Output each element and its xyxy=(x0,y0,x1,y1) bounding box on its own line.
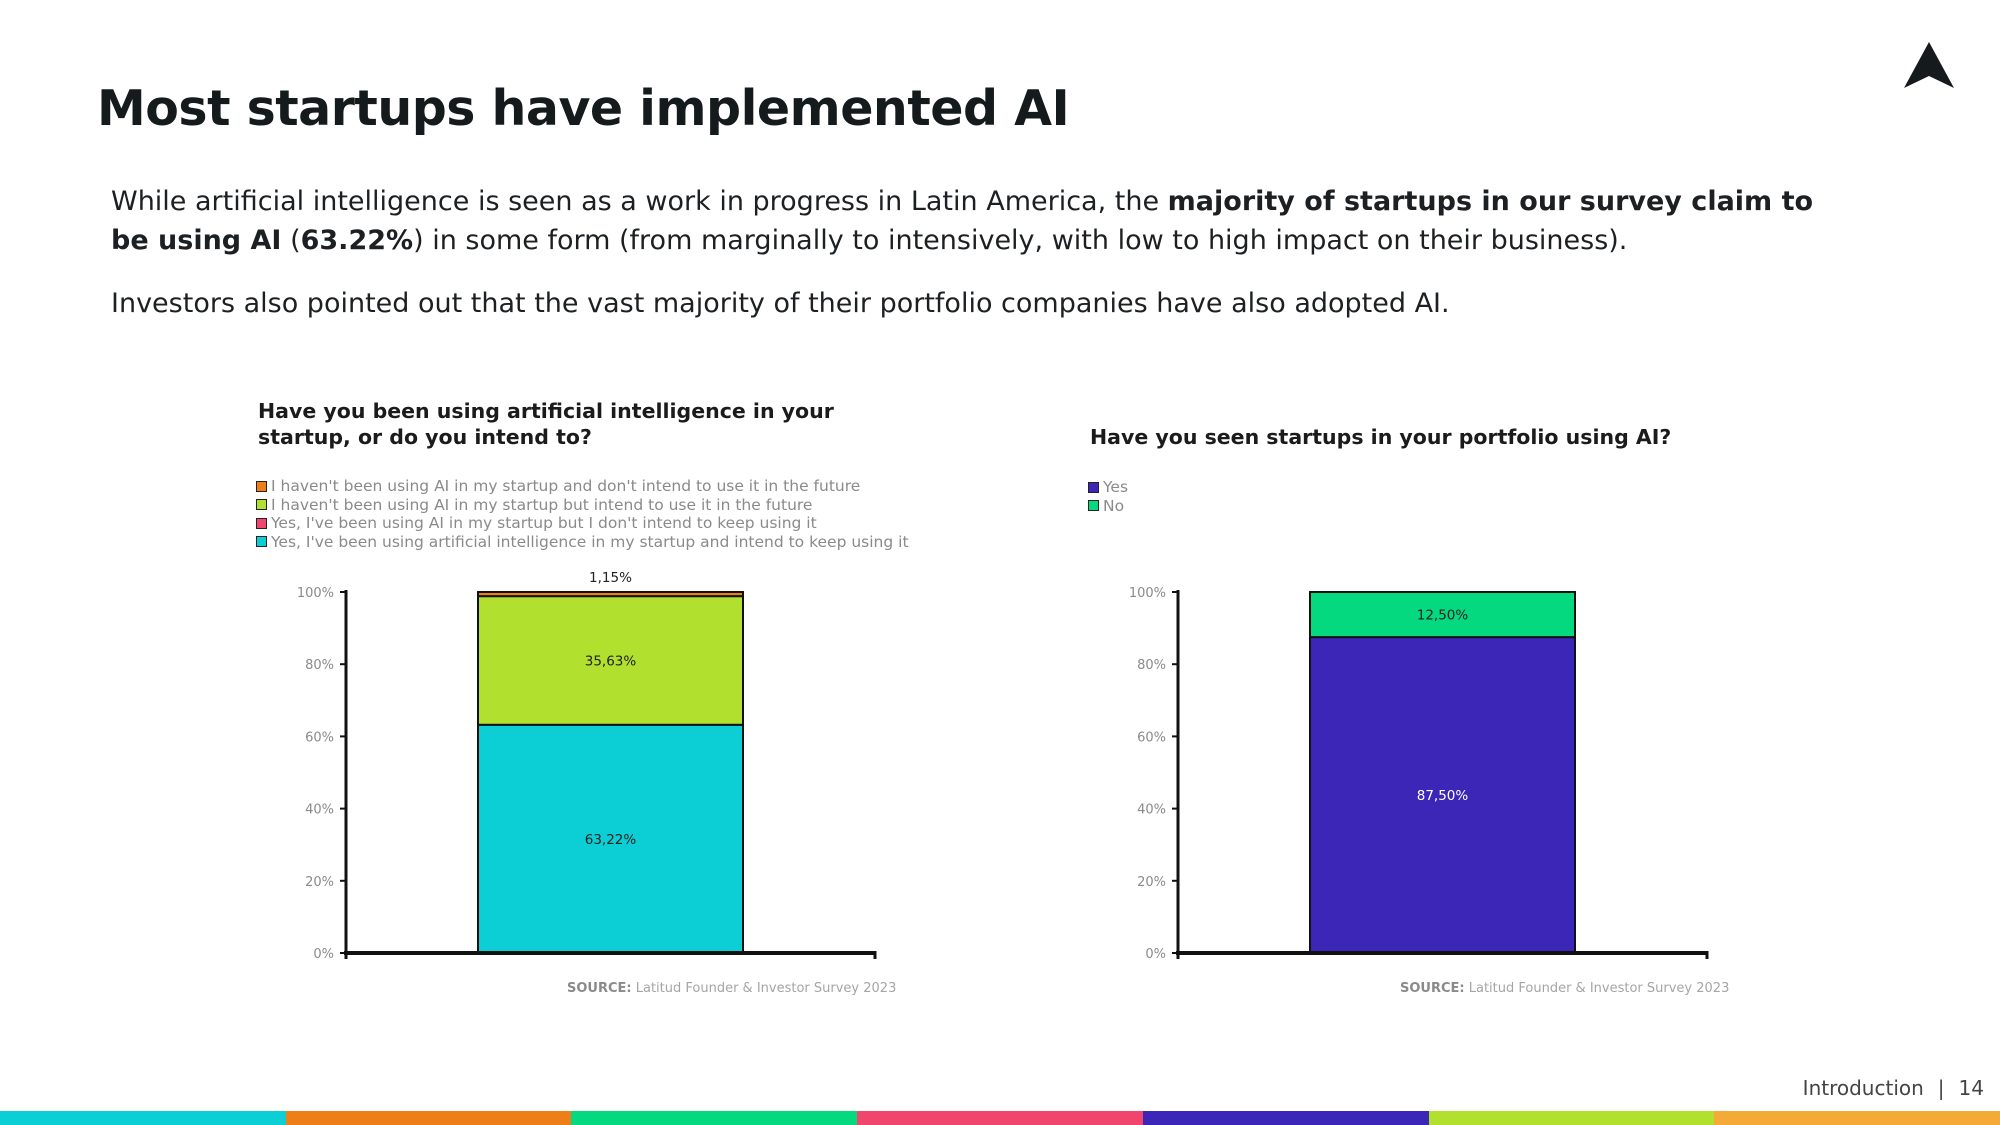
chart2-source-text: Latitud Founder & Investor Survey 2023 xyxy=(1468,981,1730,996)
legend-item: Yes xyxy=(1088,478,1128,497)
chart2-source-label: SOURCE: xyxy=(1400,981,1465,996)
legend-label: Yes, I've been using artificial intellig… xyxy=(271,532,909,551)
y-tick-label: 0% xyxy=(1145,947,1166,962)
y-tick-label: 100% xyxy=(1129,586,1166,601)
y-tick-label: 20% xyxy=(305,875,334,890)
bar-segment xyxy=(1309,636,1576,954)
y-tick-label: 20% xyxy=(1137,875,1166,890)
intro-paragraph: While artificial intelligence is seen as… xyxy=(111,182,1851,260)
bar-segment xyxy=(1309,591,1576,639)
y-tick-label: 40% xyxy=(1137,803,1166,818)
legend-label: Yes, I've been using AI in my startup bu… xyxy=(271,514,817,532)
y-tick-label: 0% xyxy=(313,947,334,962)
legend-label: No xyxy=(1103,496,1125,515)
data-label: 87,50% xyxy=(1417,788,1469,804)
intro-text-1: While artificial intelligence is seen as… xyxy=(111,186,1168,217)
y-tick-label: 80% xyxy=(305,658,334,673)
y-tick-label: 80% xyxy=(1137,658,1166,673)
stripe-segment xyxy=(1142,1111,1429,1125)
chart2-title: Have you seen startups in your portfolio… xyxy=(1090,425,1672,449)
intro-bold-1: majority of startups in our survey claim… xyxy=(111,186,1814,256)
stripe-segment xyxy=(1714,1111,2000,1125)
intro-text-3: ) in some form (from marginally to inten… xyxy=(413,225,1628,256)
chart1-source: SOURCE: Latitud Founder & Investor Surve… xyxy=(567,981,896,996)
footer-section: Introduction xyxy=(1802,1076,1924,1100)
intro-bold-percent: 63.22% xyxy=(300,225,414,256)
stripe-segment xyxy=(857,1111,1143,1125)
y-tick-label: 100% xyxy=(297,586,334,601)
intro-text-2: ( xyxy=(281,225,301,256)
legend-item: I haven't been using AI in my startup an… xyxy=(256,477,909,496)
chart1-plot: 0% 20% 40% 60% 80% 100% 63,22% 35,63% 1,15% xyxy=(297,570,877,962)
investor-paragraph: Investors also pointed out that the vast… xyxy=(111,288,1450,319)
chart1-source-label: SOURCE: xyxy=(567,981,632,996)
latitud-logo-icon xyxy=(1904,42,1954,88)
y-tick-label: 40% xyxy=(305,803,334,818)
legend-swatch xyxy=(256,517,267,529)
legend-swatch xyxy=(256,536,267,548)
legend-swatch xyxy=(1088,481,1099,493)
chart1-title: Have you been using artificial intellige… xyxy=(258,399,834,449)
legend-label: I haven't been using AI in my startup bu… xyxy=(271,495,813,514)
chart2-plot: 0% 20% 40% 60% 80% 100% 87,50% 12,50% xyxy=(1129,586,1709,962)
legend-label: I haven't been using AI in my startup an… xyxy=(271,477,861,495)
data-label: 35,63% xyxy=(585,653,637,669)
bar-segment xyxy=(477,723,744,954)
page-title: Most startups have implemented AI xyxy=(97,80,1070,137)
page-number: 14 xyxy=(1958,1076,1984,1100)
chart1-legend: I haven't been using AI in my startup an… xyxy=(256,477,909,551)
footer-separator: | xyxy=(1937,1076,1945,1100)
y-tick-label: 60% xyxy=(1137,730,1166,745)
data-label: 1,15% xyxy=(589,570,632,586)
footer: Introduction | 14 xyxy=(1803,1076,1984,1100)
legend-swatch xyxy=(256,499,267,511)
legend-item: Yes, I've been using artificial intellig… xyxy=(256,533,909,552)
chart2-legend: Yes No xyxy=(1088,478,1128,515)
chart2-source: SOURCE: Latitud Founder & Investor Surve… xyxy=(1400,981,1729,996)
legend-item: No xyxy=(1088,497,1128,516)
stripe-segment xyxy=(0,1111,286,1125)
stripe-segment xyxy=(571,1111,858,1125)
bar-segment xyxy=(477,595,744,726)
legend-label: Yes xyxy=(1103,478,1129,496)
bar-segment xyxy=(477,591,744,598)
legend-swatch xyxy=(256,480,267,492)
color-stripe xyxy=(0,1111,2000,1125)
legend-item: I haven't been using AI in my startup bu… xyxy=(256,496,909,515)
legend-swatch xyxy=(1088,500,1099,512)
data-label: 63,22% xyxy=(585,832,637,848)
stripe-segment xyxy=(1428,1111,1715,1125)
stripe-segment xyxy=(285,1111,572,1125)
legend-item: Yes, I've been using AI in my startup bu… xyxy=(256,514,909,533)
chart1-source-text: Latitud Founder & Investor Survey 2023 xyxy=(635,981,897,996)
data-label: 12,50% xyxy=(1417,608,1469,624)
y-tick-label: 60% xyxy=(305,730,334,745)
